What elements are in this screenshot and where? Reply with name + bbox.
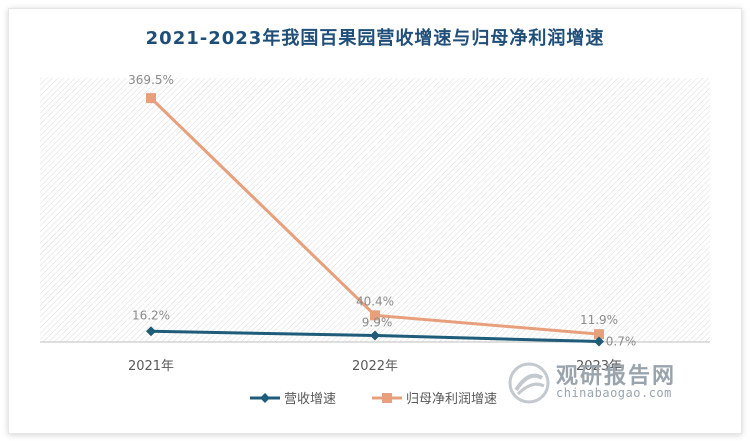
x-tick-label: 2023年 — [576, 359, 622, 374]
revenue-point — [370, 330, 380, 341]
x-tick-label: 2022年 — [352, 359, 398, 374]
revenue-point — [594, 336, 604, 347]
plot-area — [40, 78, 710, 342]
legend-label: 归母净利润增速 — [406, 392, 497, 407]
x-tick-label: 2021年 — [128, 359, 174, 374]
data-label: 11.9% — [580, 313, 618, 327]
watermark: 观研报告网 chinabaogao.com — [500, 358, 710, 408]
data-label: 16.2% — [132, 308, 170, 322]
data-label: 369.5% — [128, 73, 174, 87]
chart-title: 2021-2023年我国百果园营收增速与归母净利润增速 — [145, 28, 605, 49]
watermark-brand: 观研报告网 — [556, 364, 677, 389]
watermark-logo-icon — [508, 362, 550, 404]
legend-marker — [382, 393, 392, 403]
watermark-url: chinabaogao.com — [556, 386, 672, 400]
data-label: 40.4% — [356, 294, 394, 308]
data-label: 9.9% — [362, 315, 393, 329]
legend-label: 营收增速 — [284, 392, 336, 407]
revenue-point — [146, 326, 156, 337]
profit-point — [146, 93, 156, 104]
data-label: 0.7% — [606, 335, 637, 349]
profit-point — [594, 329, 604, 340]
profit-point — [370, 310, 380, 321]
legend-marker — [260, 393, 270, 403]
